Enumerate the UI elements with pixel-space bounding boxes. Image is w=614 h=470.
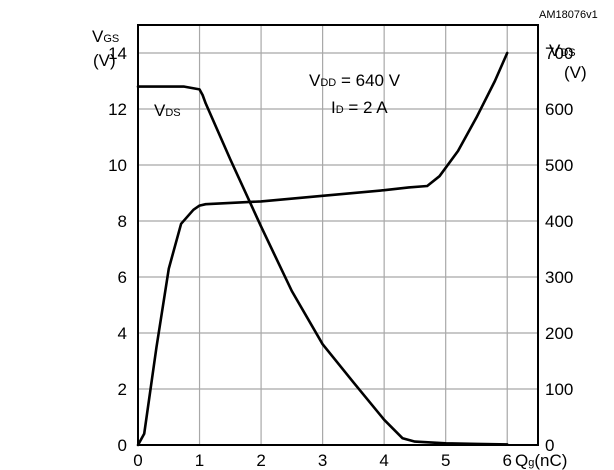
chart-code: AM18076v1 [539, 9, 598, 21]
left-tick-1: 2 [118, 380, 127, 399]
right-axis-label: VDS [549, 41, 576, 60]
right-tick-0: 0 [545, 436, 554, 455]
left-tick-4: 8 [118, 212, 127, 231]
right-tick-2: 200 [545, 324, 573, 343]
x-axis-label: Qg(nC) [515, 451, 567, 470]
x-tick-3: 3 [318, 451, 327, 470]
right-tick-3: 300 [545, 268, 573, 287]
right-tick-7: 700 [545, 44, 573, 63]
left-tick-5: 10 [108, 156, 127, 175]
x-tick-4: 4 [379, 451, 388, 470]
right-tick-6: 600 [545, 100, 573, 119]
right-tick-4: 400 [545, 212, 573, 231]
left-tick-2: 4 [118, 324, 127, 343]
vds-series-label: VDS [154, 101, 181, 120]
left-tick-3: 6 [118, 268, 127, 287]
left-axis-unit: (V) [93, 51, 116, 70]
x-tick-1: 1 [195, 451, 204, 470]
left-tick-7: 14 [108, 44, 127, 63]
x-tick-5: 5 [441, 451, 450, 470]
vgs-curve [136, 51, 509, 447]
vdd-annotation: VDD = 640 V [309, 71, 401, 90]
x-tick-0: 0 [133, 451, 142, 470]
vds-curve [136, 85, 509, 446]
x-tick-2: 2 [256, 451, 265, 470]
right-axis-ticks: 0 100 200 300 400 500 600 700 [545, 44, 573, 455]
plot-frame [137, 24, 539, 446]
x-axis-ticks: 0 1 2 3 4 5 6 [133, 451, 512, 470]
curves [136, 51, 509, 447]
grid-lines [138, 25, 538, 445]
left-tick-6: 12 [108, 100, 127, 119]
left-axis-ticks: 0 2 4 6 8 10 12 14 [108, 44, 127, 455]
right-tick-1: 100 [545, 380, 573, 399]
left-axis-label: VGS [92, 27, 119, 46]
id-annotation: ID = 2 A [331, 98, 388, 117]
x-tick-6: 6 [502, 451, 511, 470]
left-tick-0: 0 [118, 436, 127, 455]
right-tick-5: 500 [545, 156, 573, 175]
right-axis-unit: (V) [564, 63, 587, 82]
